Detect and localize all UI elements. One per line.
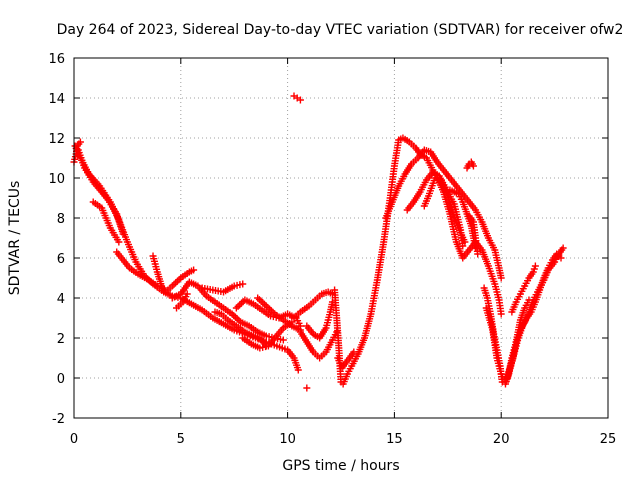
- y-tick-label: 2: [57, 332, 65, 347]
- data-points: [70, 92, 567, 392]
- data-point: [497, 310, 505, 318]
- data-point: [264, 304, 272, 312]
- x-tick-label: 20: [493, 432, 510, 447]
- data-point: [234, 302, 242, 310]
- y-tick-label: 8: [57, 212, 65, 227]
- data-point: [172, 279, 180, 287]
- x-tick-label: 5: [177, 432, 185, 447]
- data-point: [474, 250, 482, 258]
- data-point: [296, 96, 304, 104]
- data-point: [469, 162, 477, 170]
- y-tick-label: 10: [48, 172, 65, 187]
- data-point: [294, 366, 302, 374]
- x-tick-label: 15: [386, 432, 403, 447]
- y-tick-label: 14: [48, 92, 65, 107]
- y-tick-label: 6: [57, 252, 65, 267]
- y-tick-label: -2: [52, 412, 65, 427]
- data-point: [239, 280, 247, 288]
- data-point: [333, 328, 341, 336]
- chart-title: Day 264 of 2023, Sidereal Day-to-day VTE…: [57, 22, 624, 38]
- data-point: [119, 230, 127, 238]
- axis-ticks: 0 5 10 15 20 25 -2 0 2 4 6 8 10 12 14 16: [48, 52, 616, 447]
- data-point: [350, 348, 358, 356]
- y-axis-label: SDTVAR / TECUs: [7, 181, 23, 296]
- data-point: [173, 277, 181, 285]
- data-point: [279, 336, 287, 344]
- y-tick-label: 16: [48, 52, 65, 67]
- data-point: [257, 297, 265, 305]
- x-tick-label: 25: [600, 432, 617, 447]
- data-point: [255, 296, 263, 304]
- data-point: [232, 304, 240, 312]
- data-point: [76, 138, 84, 146]
- data-point: [559, 244, 567, 252]
- y-tick-label: 0: [57, 372, 65, 387]
- data-point: [525, 296, 533, 304]
- data-point: [231, 313, 239, 321]
- data-point: [170, 280, 178, 288]
- y-tick-label: 12: [48, 132, 65, 147]
- data-point: [497, 274, 505, 282]
- data-point: [115, 238, 123, 246]
- data-point: [303, 384, 311, 392]
- x-tick-label: 0: [70, 432, 78, 447]
- data-point: [557, 254, 565, 262]
- x-axis-label: GPS time / hours: [282, 458, 399, 474]
- data-point: [459, 242, 467, 250]
- data-point: [190, 266, 198, 274]
- data-point: [531, 262, 539, 270]
- plot-frame: [73, 57, 609, 419]
- y-tick-label: 4: [57, 292, 65, 307]
- data-point: [183, 290, 191, 298]
- data-point: [254, 294, 262, 302]
- x-tick-label: 10: [279, 432, 296, 447]
- data-point: [236, 301, 244, 309]
